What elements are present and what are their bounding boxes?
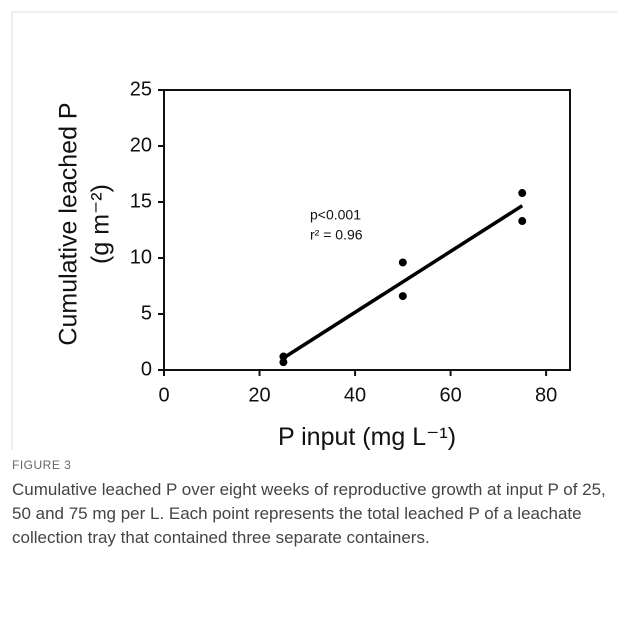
annotation: r² = 0.96 — [310, 227, 363, 243]
point — [279, 352, 288, 361]
point — [398, 292, 407, 301]
figure-caption: Cumulative leached P over eight weeks of… — [12, 480, 606, 547]
point — [518, 189, 527, 198]
y-tick-label: 25 — [130, 78, 152, 100]
y-tick-label: 0 — [141, 358, 152, 380]
plot-frame — [163, 89, 571, 371]
point — [279, 358, 288, 367]
y-tick-label: 15 — [130, 190, 152, 212]
y-tick-label: 20 — [130, 134, 152, 156]
x-tick-label: 0 — [158, 384, 169, 406]
x-tick-label: 20 — [248, 384, 270, 406]
chart: Cumulative leached P (g m⁻²) P input (mg… — [11, 11, 617, 450]
fit-line — [282, 204, 524, 360]
y-tick-label: 10 — [130, 246, 152, 268]
x-axis-label: P input (mg L⁻¹) — [278, 423, 456, 450]
x-tick-label: 40 — [344, 384, 366, 406]
y-axis-label: Cumulative leached P — [55, 102, 83, 345]
x-tick-label: 60 — [439, 384, 461, 406]
y-axis-unit: (g m⁻²) — [87, 184, 115, 264]
y-tick-label: 5 — [141, 302, 152, 324]
figure-label: FIGURE 3 — [12, 458, 72, 472]
annotation: p<0.001 — [310, 207, 361, 223]
point — [518, 217, 527, 226]
point — [398, 258, 407, 267]
x-tick-label: 80 — [535, 384, 557, 406]
